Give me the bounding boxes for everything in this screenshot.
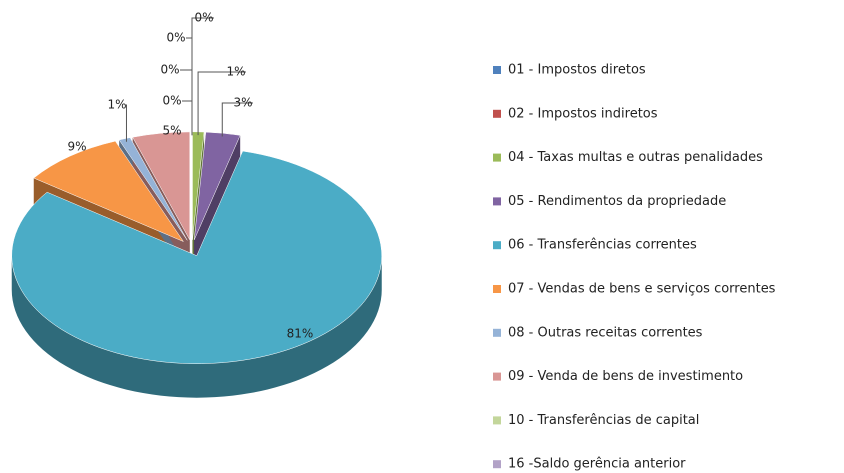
legend-label: 10 - Transferências de capital [508, 413, 699, 428]
legend-swatch [493, 66, 501, 74]
legend-swatch [493, 416, 501, 425]
leader-line [186, 37, 193, 136]
data-label: 9% [67, 140, 86, 154]
labels: 0% 0% 1% 3% 81% 9% 1% 5% 0% 0% [67, 11, 313, 341]
data-label: 0% [194, 11, 213, 25]
slice [11, 150, 382, 364]
legend-swatch [493, 153, 501, 162]
pie [11, 131, 382, 398]
data-label: 0% [160, 63, 179, 77]
data-label: 0% [162, 94, 181, 108]
legend: 01 - Impostos diretos 02 - Impostos indir… [493, 63, 776, 472]
legend-label: 09 - Venda de bens de investimento [508, 369, 743, 384]
slice [118, 137, 188, 241]
data-label: 5% [162, 124, 181, 138]
slice [132, 131, 191, 241]
legend-swatch [493, 241, 501, 250]
leader-line [125, 104, 127, 142]
legend-label: 07 - Vendas de bens e serviços correntes [508, 282, 776, 297]
slice-outer-wall [11, 255, 382, 398]
legend-label: 05 - Rendimentos da propriedade [508, 194, 726, 209]
legend-swatch [493, 285, 501, 293]
slice [193, 131, 241, 241]
leader-line [221, 102, 253, 137]
leader-line [197, 71, 246, 136]
data-label: 1% [107, 98, 126, 112]
leader-line [182, 100, 193, 136]
legend-label: 02 - Impostos indiretos [508, 106, 658, 121]
legend-swatch [493, 109, 501, 118]
data-label: 1% [226, 65, 245, 79]
legend-swatch [493, 197, 501, 206]
leader-line [191, 17, 214, 136]
legend-swatch [493, 328, 501, 337]
slice [33, 140, 185, 243]
legend-label: 08 - Outras receitas correntes [508, 325, 703, 340]
legend-swatch [493, 372, 501, 381]
leader-line [180, 69, 193, 136]
legend-swatch [493, 460, 501, 469]
legend-label: 01 - Impostos diretos [508, 63, 646, 78]
data-label: 0% [166, 31, 185, 45]
data-label: 81% [287, 327, 314, 341]
data-label: 3% [233, 96, 252, 110]
legend-label: 16 -Saldo gerência anterior [508, 457, 686, 472]
legend-label: 06 - Transferências correntes [508, 238, 697, 253]
legend-label: 04 - Taxas multas e outras penalidades [508, 150, 763, 165]
